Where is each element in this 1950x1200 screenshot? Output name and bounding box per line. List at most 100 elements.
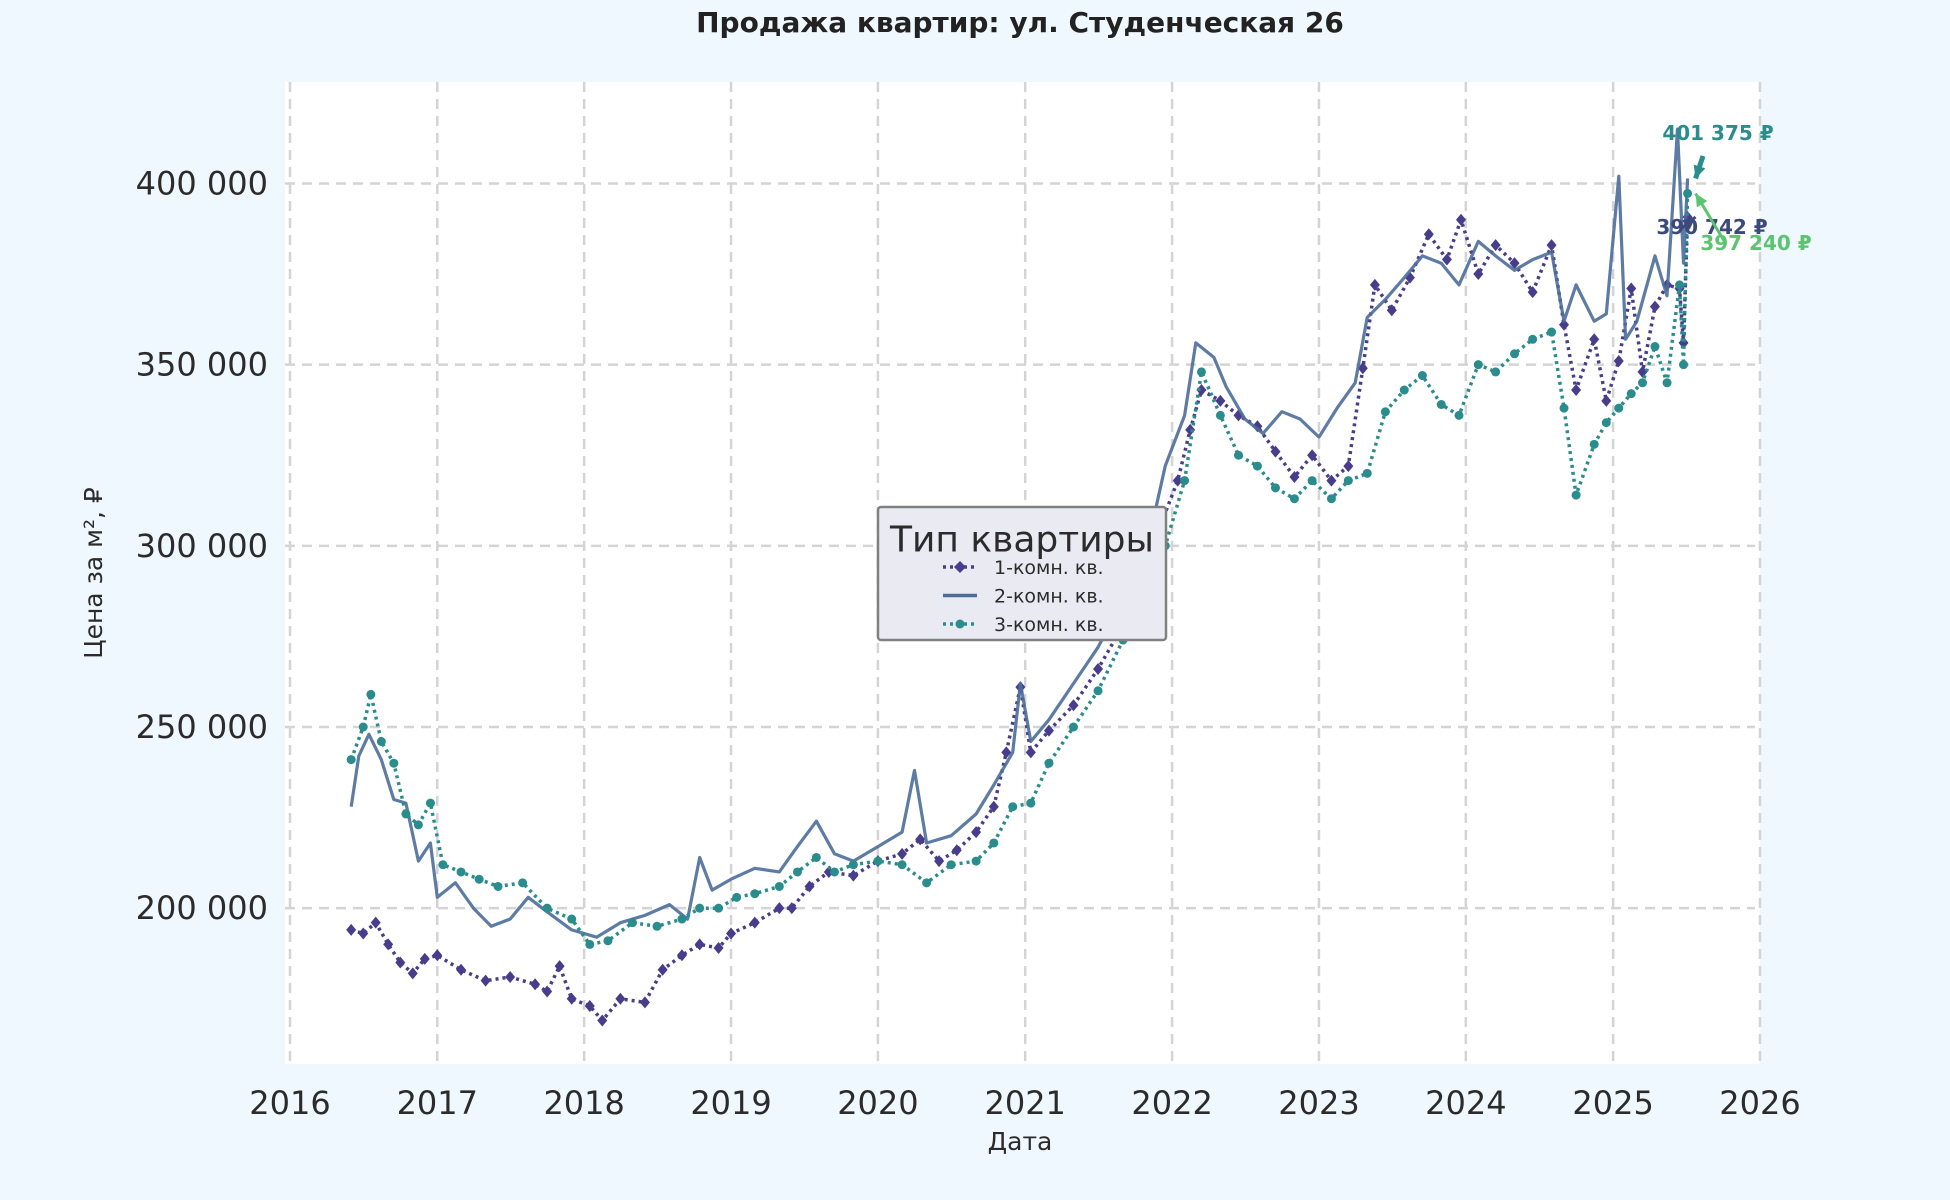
data-point [1025, 746, 1036, 759]
data-point [1559, 403, 1569, 413]
x-tick-label: 2026 [1719, 1084, 1800, 1122]
data-point [934, 855, 945, 868]
data-point [1601, 418, 1611, 428]
annotation-label: 401 375 ₽ [1662, 121, 1773, 145]
data-point [786, 902, 797, 915]
data-point [1196, 367, 1206, 377]
data-point [425, 798, 435, 808]
data-point [1289, 470, 1300, 483]
data-point [971, 826, 982, 839]
annotation-label: 397 240 ₽ [1700, 231, 1811, 255]
data-point [1093, 686, 1103, 696]
data-point [1473, 268, 1484, 281]
data-point [1380, 407, 1390, 417]
annotations-layer: 401 375 ₽ 390 742 ₽397 240 ₽ [1656, 121, 1811, 255]
data-point [1270, 483, 1280, 493]
data-point [971, 856, 981, 866]
x-axis-label: Дата [988, 1127, 1053, 1156]
data-point [1093, 663, 1104, 676]
legend-entry-2: 2-комн. кв. [943, 586, 1104, 608]
data-point [792, 867, 802, 877]
chart-title: Продажа квартир: ул. Студенческая 26 [696, 6, 1344, 39]
data-point [922, 878, 932, 888]
data-point [603, 936, 613, 946]
data-point [1270, 445, 1281, 458]
x-axis-ticks: 2016 2017 2018 2019 2020 2021 2022 2023 2024 2025… [249, 1084, 1800, 1122]
data-point [1369, 278, 1380, 291]
data-point [1417, 371, 1427, 381]
data-point [1343, 476, 1353, 486]
data-point [1068, 722, 1078, 732]
data-point [676, 949, 687, 962]
data-point [1307, 476, 1317, 486]
data-point [1441, 253, 1452, 266]
data-point [1172, 474, 1183, 487]
data-point [811, 852, 821, 862]
legend-marker [954, 561, 966, 573]
data-point [774, 881, 784, 891]
annotation-3: 397 240 ₽ [1694, 192, 1812, 255]
data-point [530, 978, 541, 991]
data-point [1547, 327, 1557, 337]
data-point [407, 967, 418, 980]
data-point [1326, 494, 1336, 504]
data-point [1637, 378, 1647, 388]
data-point [1490, 239, 1501, 252]
data-point [694, 938, 705, 951]
data-point [1068, 699, 1079, 712]
data-point [554, 960, 565, 973]
data-point [1559, 318, 1570, 331]
data-point [639, 996, 650, 1009]
data-point [1233, 450, 1243, 460]
data-point [652, 921, 662, 931]
data-point [493, 881, 503, 891]
data-point [1307, 449, 1318, 462]
grid [285, 82, 1762, 1064]
data-point [438, 860, 448, 870]
data-point [1343, 460, 1354, 473]
y-tick-label: 300 000 [136, 527, 268, 565]
data-point [456, 867, 466, 877]
data-point [395, 956, 406, 969]
data-point [1215, 394, 1226, 407]
data-point [915, 833, 926, 846]
legend-label: 1-комн. кв. [994, 557, 1104, 579]
x-tick-label: 2019 [690, 1084, 771, 1122]
legend-entries: 1-комн. кв. 2-комн. кв. 3-комн. кв. [943, 557, 1104, 636]
x-tick-label: 2025 [1572, 1084, 1653, 1122]
data-point [542, 903, 552, 913]
data-point [1436, 400, 1446, 410]
data-point [627, 918, 637, 928]
data-point [542, 985, 553, 998]
data-point [951, 844, 962, 857]
data-point [873, 856, 883, 866]
data-point [1386, 304, 1397, 317]
annotation-arrowhead [1681, 217, 1696, 230]
data-point [456, 963, 467, 976]
data-point [1289, 494, 1299, 504]
data-point [732, 892, 742, 902]
data-point [1601, 394, 1612, 407]
data-point [1456, 213, 1467, 226]
x-tick-label: 2016 [249, 1084, 330, 1122]
data-point [401, 809, 411, 819]
data-point [1180, 476, 1190, 486]
data-point [1613, 355, 1624, 368]
data-point [1589, 333, 1600, 346]
data-point [1043, 724, 1054, 737]
data-point [1637, 365, 1648, 378]
data-point [714, 903, 724, 913]
data-point [848, 869, 859, 882]
y-tick-label: 400 000 [136, 164, 268, 202]
data-point [358, 927, 369, 940]
data-point [946, 860, 956, 870]
data-point [584, 1000, 595, 1013]
x-tick-label: 2020 [837, 1084, 918, 1122]
x-tick-label: 2023 [1278, 1084, 1359, 1122]
data-point [1357, 362, 1368, 375]
legend: Тип квартиры 1-комн. кв. 2-комн. кв. 3-ком… [876, 505, 1168, 642]
data-point [989, 838, 999, 848]
data-point [1650, 342, 1660, 352]
legend-label: 2-комн. кв. [994, 586, 1104, 608]
data-point [1044, 758, 1054, 768]
